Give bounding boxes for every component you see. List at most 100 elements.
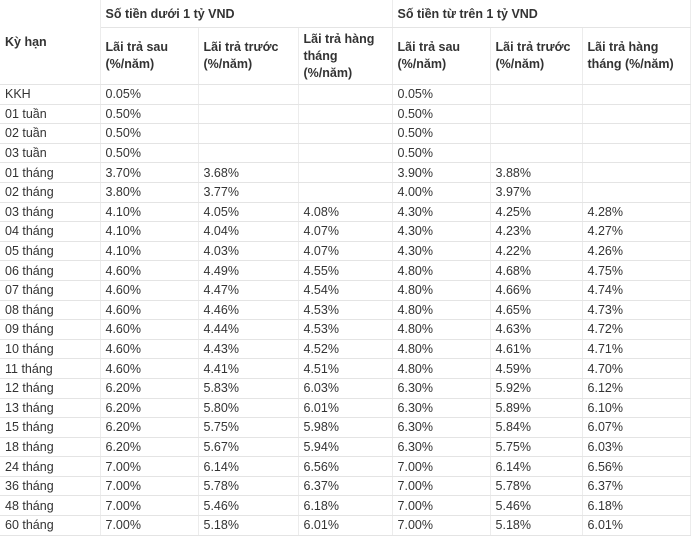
rate-cell: 0.50% — [392, 104, 491, 125]
rate-cell: 6.20% — [100, 398, 199, 419]
term-cell: 03 tuần — [0, 143, 101, 164]
empty-cell — [198, 84, 299, 105]
term-cell: 09 tháng — [0, 319, 101, 340]
rate-cell: 0.05% — [392, 84, 491, 105]
rate-cell: 0.50% — [392, 143, 491, 164]
table-row: 04 tháng 4.10% 4.04% 4.07% 4.30% 4.23% 4.27% — [0, 221, 691, 242]
empty-cell — [298, 162, 393, 183]
rate-cell: 6.18% — [298, 495, 393, 517]
rate-cell: 4.44% — [198, 319, 299, 340]
rate-cell: 4.10% — [100, 202, 199, 223]
empty-cell — [298, 123, 393, 144]
rate-cell: 6.03% — [298, 378, 393, 399]
rate-cell: 7.00% — [100, 495, 199, 517]
rate-cell: 4.00% — [392, 182, 491, 203]
rate-cell: 4.72% — [582, 319, 691, 340]
term-header: Kỳ hạn — [0, 0, 101, 85]
rate-cell: 4.53% — [298, 300, 393, 321]
table-row: 01 tháng 3.70% 3.68% 3.90% 3.88% — [0, 162, 691, 183]
column-header: Lãi trả sau (%/năm) — [392, 27, 491, 85]
rate-cell: 6.30% — [392, 437, 491, 458]
rate-cell: 4.46% — [198, 300, 299, 321]
rate-cell: 4.03% — [198, 241, 299, 262]
term-cell: 10 tháng — [0, 339, 101, 360]
rate-cell: 4.26% — [582, 241, 691, 262]
column-header: Lãi trả sau (%/năm) — [100, 27, 199, 85]
rate-cell: 6.01% — [298, 398, 393, 419]
rate-cell: 4.60% — [100, 260, 199, 281]
rate-cell: 4.25% — [490, 202, 583, 223]
rate-cell: 0.50% — [100, 123, 199, 144]
empty-cell — [582, 143, 691, 164]
column-header: Lãi trả trước (%/năm) — [490, 27, 583, 85]
empty-cell — [298, 84, 393, 105]
table-row: 07 tháng 4.60% 4.47% 4.54% 4.80% 4.66% 4.74% — [0, 280, 691, 301]
rate-cell: 4.68% — [490, 260, 583, 281]
rate-cell: 5.75% — [490, 437, 583, 458]
rate-cell: 5.84% — [490, 417, 583, 438]
rate-cell: 4.05% — [198, 202, 299, 223]
term-cell: KKH — [0, 84, 101, 105]
term-cell: 13 tháng — [0, 398, 101, 419]
rate-cell: 4.30% — [392, 241, 491, 262]
rate-cell: 7.00% — [100, 476, 199, 497]
term-cell: 06 tháng — [0, 260, 101, 281]
rate-cell: 4.80% — [392, 260, 491, 281]
empty-cell — [198, 143, 299, 164]
rate-cell: 4.60% — [100, 300, 199, 321]
rate-cell: 4.08% — [298, 202, 393, 223]
rate-cell: 4.10% — [100, 241, 199, 262]
table-row: 03 tuần 0.50% 0.50% — [0, 143, 691, 164]
term-cell: 11 tháng — [0, 358, 101, 379]
rate-cell: 7.00% — [100, 515, 199, 536]
term-cell: 03 tháng — [0, 202, 101, 223]
rate-cell: 5.98% — [298, 417, 393, 438]
table-row: 24 tháng 7.00% 6.14% 6.56% 7.00% 6.14% 6.56% — [0, 456, 691, 477]
rate-cell: 0.50% — [392, 123, 491, 144]
table-row: 10 tháng 4.60% 4.43% 4.52% 4.80% 4.61% 4.71% — [0, 339, 691, 360]
rate-cell: 4.22% — [490, 241, 583, 262]
rate-cell: 4.80% — [392, 358, 491, 379]
term-cell: 01 tuần — [0, 104, 101, 125]
table-row: 08 tháng 4.60% 4.46% 4.53% 4.80% 4.65% 4.73% — [0, 300, 691, 321]
term-cell: 01 tháng — [0, 162, 101, 183]
rate-cell: 4.80% — [392, 280, 491, 301]
table-row: 15 tháng 6.20% 5.75% 5.98% 6.30% 5.84% 6.07% — [0, 417, 691, 438]
rate-cell: 4.74% — [582, 280, 691, 301]
table-row: 48 tháng 7.00% 5.46% 6.18% 7.00% 5.46% 6.18% — [0, 495, 691, 517]
rate-cell: 4.30% — [392, 221, 491, 242]
column-header: Lãi trả trước (%/năm) — [198, 27, 299, 85]
rate-cell: 7.00% — [392, 515, 491, 536]
empty-cell — [198, 104, 299, 125]
rate-cell: 4.63% — [490, 319, 583, 340]
rate-cell: 6.56% — [582, 456, 691, 477]
rate-cell: 4.41% — [198, 358, 299, 379]
empty-cell — [490, 143, 583, 164]
rate-cell: 4.71% — [582, 339, 691, 360]
rate-cell: 0.05% — [100, 84, 199, 105]
rate-cell: 4.65% — [490, 300, 583, 321]
rate-cell: 4.80% — [392, 339, 491, 360]
empty-cell — [490, 123, 583, 144]
rate-cell: 6.14% — [198, 456, 299, 477]
table-row: 06 tháng 4.60% 4.49% 4.55% 4.80% 4.68% 4.75% — [0, 260, 691, 281]
table-row: 02 tuần 0.50% 0.50% — [0, 123, 691, 144]
empty-cell — [490, 104, 583, 125]
rate-cell: 3.90% — [392, 162, 491, 183]
rate-cell: 4.55% — [298, 260, 393, 281]
rate-cell: 5.83% — [198, 378, 299, 399]
rate-cell: 4.60% — [100, 339, 199, 360]
rate-cell: 3.88% — [490, 162, 583, 183]
term-cell: 02 tháng — [0, 182, 101, 203]
rate-cell: 5.94% — [298, 437, 393, 458]
rate-table: Kỳ hạn Số tiền dưới 1 tỷ VND Số tiền từ … — [0, 0, 691, 536]
rate-cell: 5.18% — [198, 515, 299, 536]
rate-cell: 5.89% — [490, 398, 583, 419]
rate-cell: 5.92% — [490, 378, 583, 399]
rate-cell: 3.70% — [100, 162, 199, 183]
rate-cell: 4.60% — [100, 280, 199, 301]
rate-cell: 4.30% — [392, 202, 491, 223]
rate-cell: 5.75% — [198, 417, 299, 438]
empty-cell — [298, 182, 393, 203]
